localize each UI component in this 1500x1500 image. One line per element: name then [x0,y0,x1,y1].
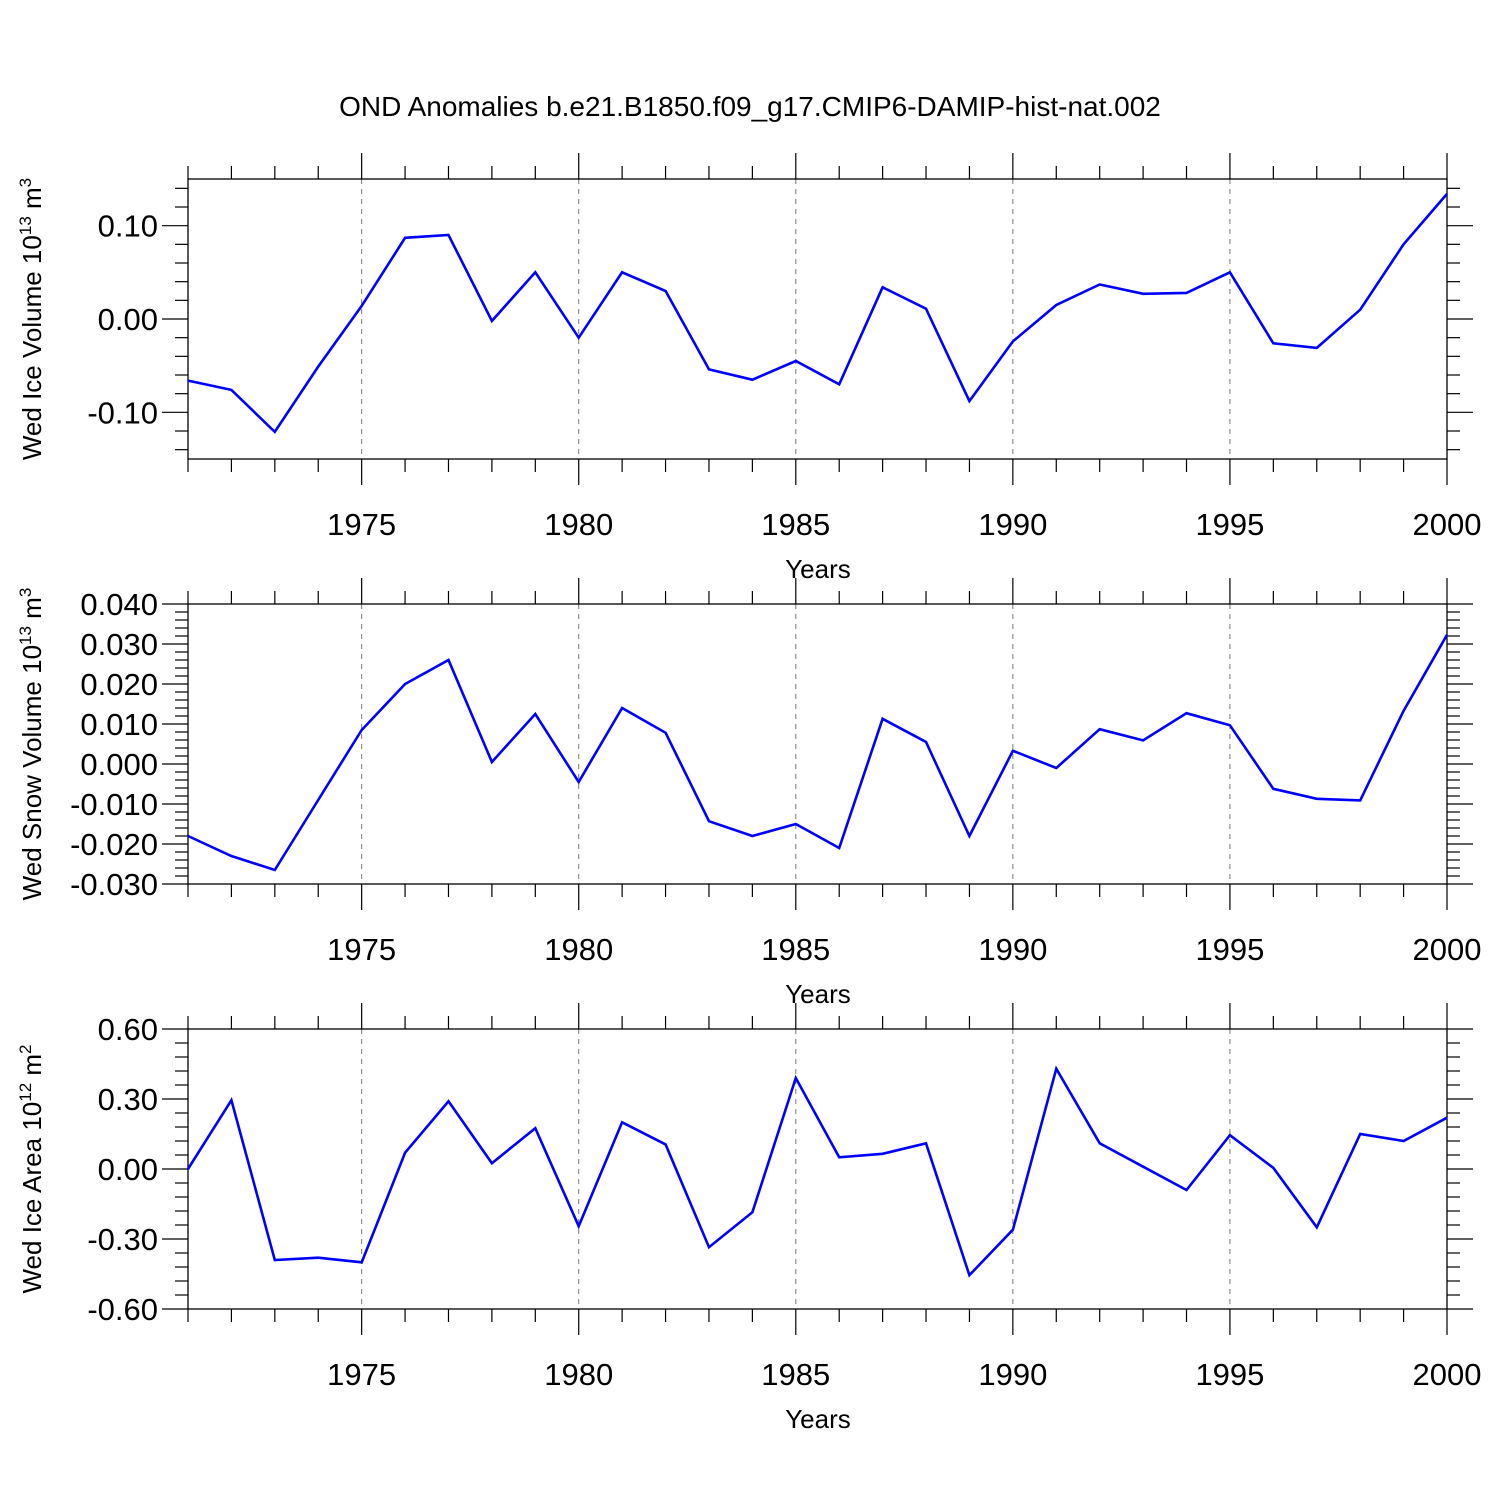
x-tick-label: 1995 [1195,1357,1264,1392]
y-axis-title-part: m [17,597,47,626]
x-tick-label: 2000 [1413,507,1482,542]
y-axis-title-part: Wed Ice Volume 10 [17,235,47,460]
x-axis-title: Years [785,1404,851,1434]
x-tick-label: 1990 [978,932,1047,967]
y-tick-label: -0.10 [87,395,158,430]
y-axis-title-part: Wed Snow Volume 10 [17,645,47,900]
y-tick-label: 0.10 [98,209,158,244]
y-axis-title-superscript: 12 [16,1083,35,1102]
y-axis-title-superscript: 2 [16,1044,35,1053]
x-tick-label: 1985 [761,1357,830,1392]
y-axis-title-superscript: 13 [16,216,35,235]
y-axis-title-superscript: 3 [16,588,35,597]
y-axis-title: Wed Ice Volume 1013 m3 [16,178,47,460]
x-tick-label: 1985 [761,932,830,967]
y-axis-title-part: m [17,1054,47,1083]
panel-ice-area: -0.60 -0.30 0.00 0.30 0.60 1975 1980 1985 1990 19… [16,1003,1481,1434]
plot-frame [187,603,1448,885]
y-tick-label: 0.00 [98,1152,158,1187]
x-axis-title: Years [785,554,851,584]
x-tick-label: 2000 [1413,1357,1482,1392]
x-tick-label: 2000 [1413,932,1482,967]
x-tick-label: 1995 [1195,507,1264,542]
x-tick-label: 1985 [761,507,830,542]
x-tick-label: 1975 [327,507,396,542]
x-tick-label: 1975 [327,932,396,967]
y-axis-title-superscript: 3 [16,178,35,187]
y-tick-label: 0.020 [80,667,158,702]
y-tick-label: -0.010 [70,787,158,822]
x-tick-label: 1980 [544,1357,613,1392]
y-tick-label: 0.000 [80,747,158,782]
x-tick-label: 1990 [978,507,1047,542]
y-tick-label: -0.030 [70,867,158,902]
y-axis-title-part: Wed Ice Area 10 [17,1102,47,1294]
x-tick-label: 1980 [544,932,613,967]
y-tick-label: 0.030 [80,627,158,662]
series-line-ice-volume [187,193,1448,434]
x-tick-label: 1995 [1195,932,1264,967]
series-line-snow-volume [187,634,1449,872]
y-tick-label: 0.010 [80,707,158,742]
panel-ice-volume: -0.10 0.00 0.10 1975 1980 1985 1990 1995 2000 Yea… [16,153,1481,584]
series-line-ice-area [186,1065,1448,1278]
y-axis-title-part: m [17,187,47,216]
x-tick-label: 1980 [544,507,613,542]
y-axis-title: Wed Snow Volume 1013 m3 [16,588,47,901]
x-tick-label: 1990 [978,1357,1047,1392]
y-tick-label: -0.60 [87,1292,158,1327]
figure-title: OND Anomalies b.e21.B1850.f09_g17.CMIP6-… [339,91,1161,122]
y-axis-title-superscript: 13 [16,626,35,645]
panel-snow-volume: -0.030 -0.020 -0.010 0.000 0.010 0.020 0.030 0.… [16,578,1481,1009]
y-tick-label: -0.30 [87,1222,158,1257]
y-tick-label: 0.00 [98,302,158,337]
x-tick-label: 1975 [327,1357,396,1392]
y-tick-label: 0.040 [80,587,158,622]
y-tick-label: 0.60 [98,1012,158,1047]
x-axis-title: Years [785,979,851,1009]
y-axis-title: Wed Ice Area 1012 m2 [16,1044,47,1293]
y-tick-label: -0.020 [70,827,158,862]
y-tick-label: 0.30 [98,1082,158,1117]
